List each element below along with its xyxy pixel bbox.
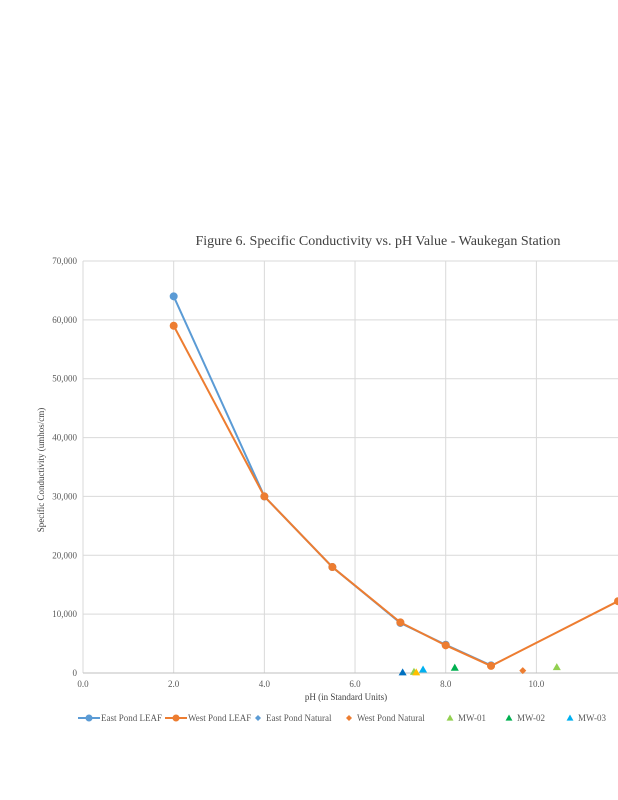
data-point [260, 492, 269, 501]
y-tick-label: 20,000 [52, 550, 77, 560]
data-point [519, 667, 527, 675]
legend-item: West Pond LEAF [165, 713, 251, 723]
x-tick-label: 8.0 [440, 679, 452, 689]
data-point [614, 597, 618, 606]
data-point [169, 292, 178, 301]
legend-label: MW-03 [578, 713, 606, 723]
series-mw-03 [419, 665, 428, 673]
y-tick-label: 50,000 [52, 374, 77, 384]
series-ffc000 [412, 668, 421, 676]
series-0070c0 [398, 668, 407, 676]
series-line [172, 295, 492, 667]
legend-label: East Pond Natural [266, 713, 332, 723]
series-line [172, 325, 618, 667]
series-mw-02 [450, 663, 459, 671]
data-point [412, 668, 421, 676]
legend-swatch-marker [172, 714, 180, 722]
series-west-pond-leaf [169, 321, 618, 670]
legend-item: MW-03 [566, 713, 606, 723]
y-tick-label: 40,000 [52, 433, 77, 443]
data-point [396, 618, 405, 627]
series-layer [169, 292, 618, 676]
axes: 0 10,000 20,000 30,000 40,000 50,000 60,000 70,… [52, 256, 618, 689]
x-tick-label: 0.0 [77, 679, 89, 689]
data-point [487, 661, 496, 670]
legend-label: East Pond LEAF [101, 713, 162, 723]
legend-label: West Pond LEAF [188, 713, 251, 723]
data-point [552, 663, 561, 671]
y-tick-label: 70,000 [52, 256, 77, 266]
legend-swatch-marker [566, 714, 574, 721]
chart-title: Figure 6. Specific Conductivity vs. pH V… [195, 234, 560, 249]
legend-item: MW-01 [446, 713, 486, 723]
x-tick-label: 6.0 [349, 679, 361, 689]
legend-label: MW-02 [517, 713, 545, 723]
grid [83, 260, 618, 673]
x-tick-label: 10.0 [529, 679, 545, 689]
data-point [169, 321, 178, 330]
x-axis-label: pH (in Standard Units) [305, 692, 387, 702]
legend-swatch-marker [505, 714, 513, 721]
y-tick-label: 0 [73, 668, 78, 678]
series-west-pond-natural [519, 667, 527, 675]
legend-swatch-marker [446, 714, 454, 721]
x-tick-label: 4.0 [259, 679, 271, 689]
legend-swatch-marker [85, 714, 93, 722]
legend-item: MW-02 [505, 713, 545, 723]
y-axis-label: Specific Conductivity (umhos/cm) [36, 408, 46, 532]
data-point [398, 668, 407, 676]
y-tick-label: 10,000 [52, 609, 77, 619]
legend-item: East Pond LEAF [78, 713, 162, 723]
legend-label: MW-01 [458, 713, 486, 723]
data-point [328, 563, 337, 572]
legend-swatch-marker [346, 715, 352, 721]
data-point [419, 665, 428, 673]
data-point [441, 641, 450, 650]
data-point [450, 663, 459, 671]
legend-item: East Pond Natural [255, 713, 332, 723]
legend: East Pond LEAF West Pond LEAF East Pond Na… [78, 713, 606, 723]
legend-label: West Pond Natural [357, 713, 425, 723]
legend-swatch-marker [255, 715, 261, 721]
y-tick-label: 30,000 [52, 491, 77, 501]
legend-item: West Pond Natural [346, 713, 425, 723]
y-tick-label: 60,000 [52, 315, 77, 325]
x-tick-label: 2.0 [168, 679, 180, 689]
